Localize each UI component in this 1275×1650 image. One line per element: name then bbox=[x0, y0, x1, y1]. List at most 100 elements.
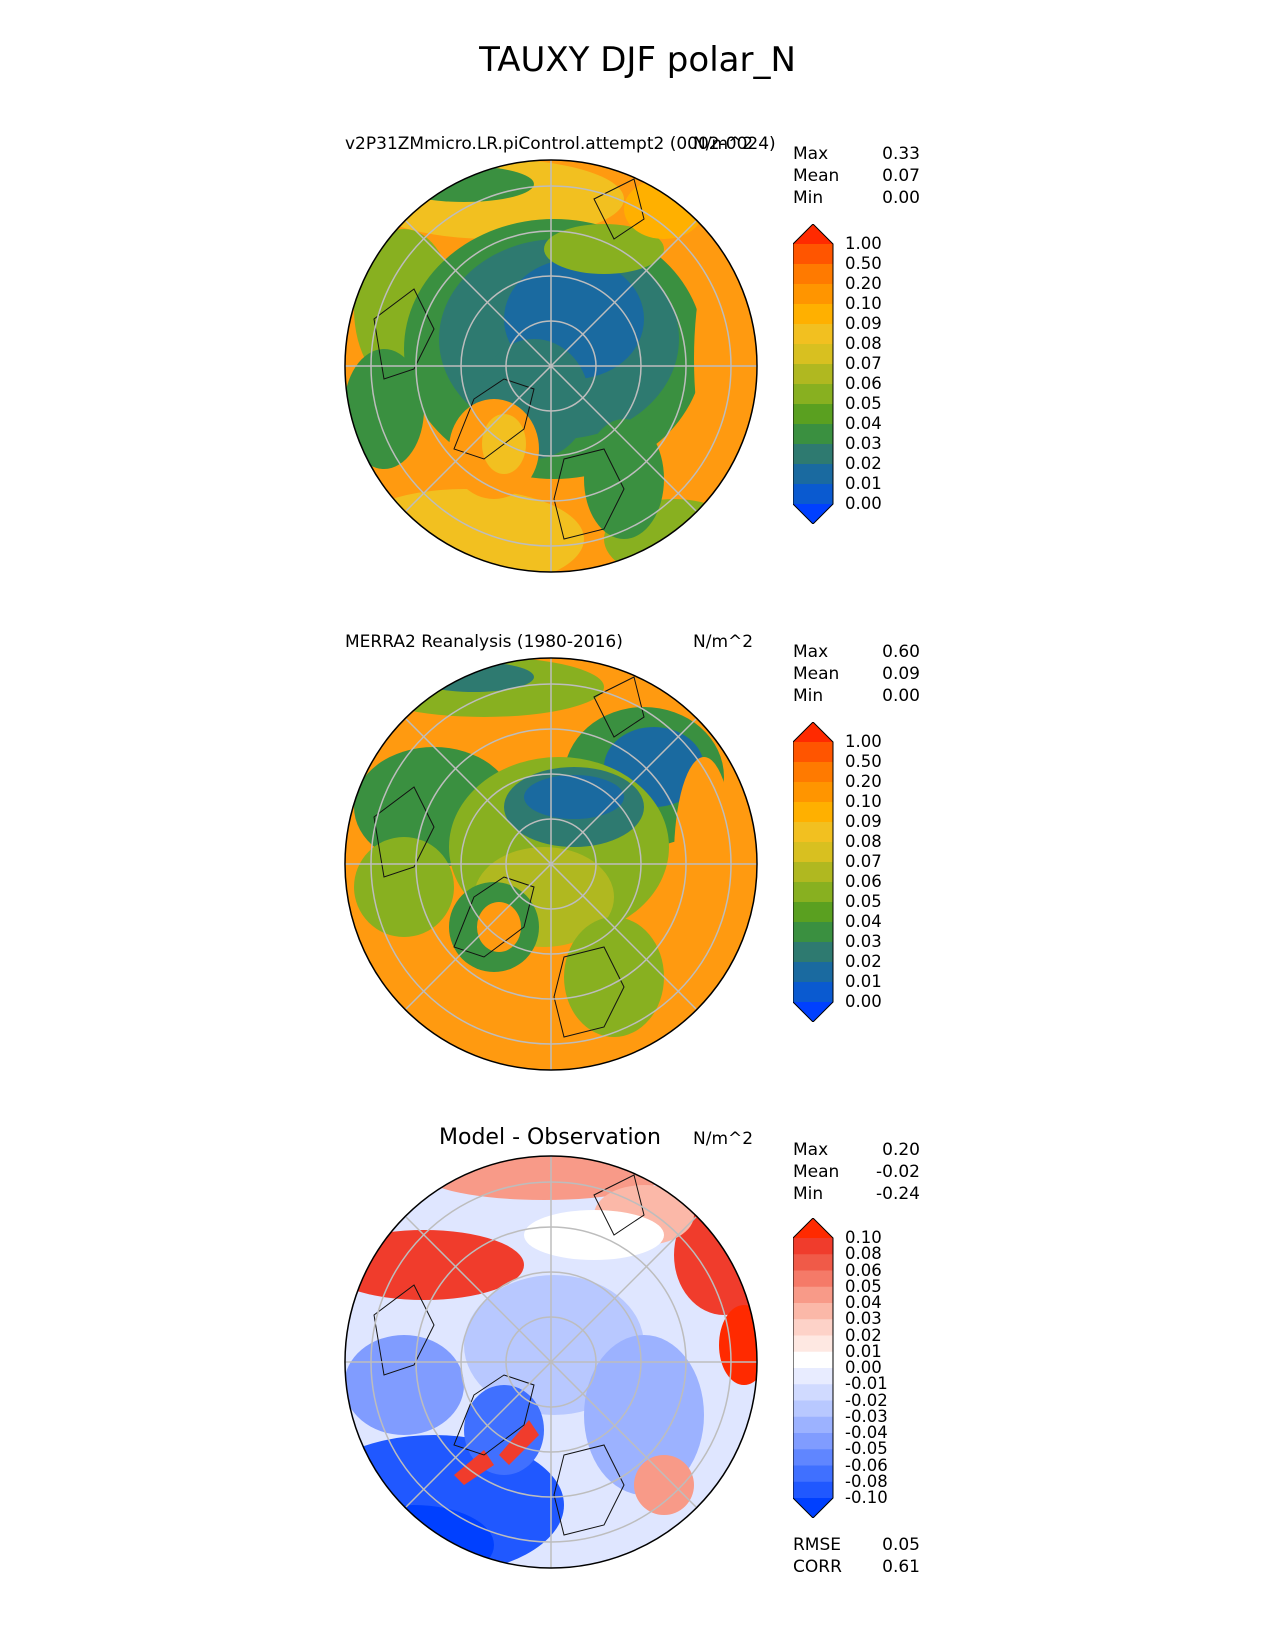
stat-min-value: -0.24 bbox=[876, 1184, 920, 1204]
stat-mean-value: 0.09 bbox=[882, 664, 920, 684]
stat-min-label: Min bbox=[793, 686, 824, 706]
stat-max-value: 0.33 bbox=[882, 144, 920, 164]
colorbar-segment bbox=[793, 1351, 833, 1369]
stat-corr-label: CORR bbox=[793, 1557, 842, 1577]
colorbar-tick-label: 0.50 bbox=[845, 254, 882, 273]
colorbar-tick-label: -0.06 bbox=[845, 1455, 888, 1475]
colorbar-tick-label: 1.00 bbox=[845, 732, 882, 751]
stat-min-value: 0.00 bbox=[882, 686, 920, 706]
colorbar-segment bbox=[793, 742, 833, 763]
colorbar-tick-label: 0.05 bbox=[845, 892, 882, 911]
colorbar-tick-label: 0.01 bbox=[845, 1341, 882, 1361]
colorbar-tick-label: 0.09 bbox=[845, 314, 882, 333]
colorbar-segment bbox=[793, 464, 833, 485]
colorbar-outline bbox=[793, 224, 834, 524]
colorbar-segment bbox=[793, 802, 833, 823]
colorbar-tick-label: 0.05 bbox=[845, 1276, 882, 1296]
colorbar-tick-label: 0.00 bbox=[845, 992, 882, 1011]
colorbar-segment bbox=[793, 782, 833, 803]
colorbar-tick-label: -0.10 bbox=[845, 1488, 888, 1507]
colorbar-tick-label: 0.06 bbox=[845, 872, 882, 891]
panel-observation: MERRA2 Reanalysis (1980-2016) N/m^2 Max … bbox=[0, 0, 1275, 1071]
stat-corr-value: 0.61 bbox=[882, 1557, 920, 1577]
colorbar-segment bbox=[793, 1254, 833, 1272]
colorbar-segment bbox=[793, 284, 833, 305]
colorbar-segment bbox=[793, 444, 833, 465]
colorbar-tick-label: 0.10 bbox=[845, 1228, 882, 1247]
colorbar-outline bbox=[793, 1218, 834, 1518]
stat-min-label: Min bbox=[793, 188, 824, 208]
colorbar-extend-top bbox=[793, 722, 833, 742]
colorbar-tick-label: -0.04 bbox=[845, 1423, 888, 1442]
colorbar-segment bbox=[793, 902, 833, 923]
colorbar-tick-label: 0.02 bbox=[845, 1325, 882, 1345]
colorbar-segment bbox=[793, 1481, 833, 1499]
stat-max-label: Max bbox=[793, 642, 829, 662]
colorbar-segment bbox=[793, 384, 833, 405]
colorbar-tick-label: -0.03 bbox=[845, 1406, 888, 1426]
colorbar bbox=[793, 722, 834, 1022]
colorbar-segment bbox=[793, 364, 833, 385]
colorbar-tick-label: 0.20 bbox=[845, 274, 882, 293]
stat-max-value: 0.60 bbox=[882, 642, 920, 662]
colorbar-tick-label: 0.04 bbox=[845, 414, 882, 433]
colorbar-tick-label: 0.01 bbox=[845, 972, 882, 991]
colorbar-segment bbox=[793, 862, 833, 883]
colorbar-segment bbox=[793, 304, 833, 325]
colorbar-extend-top bbox=[793, 224, 833, 244]
colorbar-segment bbox=[793, 1384, 833, 1402]
stat-mean-value: -0.02 bbox=[876, 1162, 920, 1182]
panel-title: v2P31ZMmicro.LR.piControl.attempt2 (0002… bbox=[345, 134, 776, 154]
colorbar-segment bbox=[793, 942, 833, 963]
colorbar-segment bbox=[793, 264, 833, 285]
colorbar-segment bbox=[793, 1433, 833, 1450]
panel-units: N/m^2 bbox=[693, 134, 754, 154]
polar-map bbox=[344, 1155, 758, 1569]
colorbar-tick-label: 0.00 bbox=[845, 1358, 882, 1377]
colorbar-tick-label: -0.05 bbox=[845, 1439, 888, 1459]
stat-max-label: Max bbox=[793, 1140, 829, 1160]
colorbar-extend-bottom bbox=[793, 1002, 833, 1022]
colorbar-segment bbox=[793, 424, 833, 445]
polar-map bbox=[344, 159, 758, 573]
colorbar-segment bbox=[793, 982, 833, 1003]
panel-difference: Model - Observation N/m^2 Max 0.20 Mean … bbox=[0, 0, 1275, 1577]
colorbar-segment bbox=[793, 882, 833, 903]
colorbar-segment bbox=[793, 842, 833, 863]
colorbar-tick-label: 0.00 bbox=[845, 494, 882, 513]
stat-mean-label: Mean bbox=[793, 1162, 840, 1182]
colorbar-segment bbox=[793, 1270, 833, 1288]
stat-max-label: Max bbox=[793, 144, 829, 164]
figure-title: TAUXY DJF polar_N bbox=[479, 40, 796, 80]
colorbar-segment bbox=[793, 1303, 833, 1320]
colorbar-segment bbox=[793, 762, 833, 783]
panel-units: N/m^2 bbox=[693, 632, 754, 652]
colorbar-tick-label: 0.02 bbox=[845, 952, 882, 971]
colorbar-segment bbox=[793, 1319, 833, 1337]
colorbar-tick-label: -0.08 bbox=[845, 1471, 888, 1491]
colorbar-segment bbox=[793, 1335, 833, 1353]
stat-min-value: 0.00 bbox=[882, 188, 920, 208]
colorbar-tick-label: 0.01 bbox=[845, 474, 882, 493]
colorbar-segment bbox=[793, 1368, 833, 1385]
colorbar-segment bbox=[793, 1465, 833, 1483]
colorbar-segment bbox=[793, 1400, 833, 1418]
colorbar-segment bbox=[793, 1416, 833, 1434]
panel-title: MERRA2 Reanalysis (1980-2016) bbox=[345, 632, 623, 652]
colorbar-tick-label: 0.10 bbox=[845, 792, 882, 811]
colorbar-segment bbox=[793, 484, 833, 505]
polar-map bbox=[344, 657, 758, 1071]
colorbar-tick-label: 0.20 bbox=[845, 772, 882, 791]
panel-title: Model - Observation bbox=[439, 1125, 661, 1150]
colorbar-segment bbox=[793, 324, 833, 345]
colorbar-segment bbox=[793, 922, 833, 943]
colorbar-tick-label: 0.06 bbox=[845, 1260, 882, 1280]
colorbar-tick-label: 0.03 bbox=[845, 932, 882, 951]
colorbar-extend-top bbox=[793, 1218, 833, 1238]
colorbar-tick-label: 0.50 bbox=[845, 752, 882, 771]
colorbar-tick-label: 0.05 bbox=[845, 394, 882, 413]
colorbar-segment bbox=[793, 404, 833, 425]
colorbar-segment bbox=[793, 822, 833, 843]
colorbar-tick-label: 0.04 bbox=[845, 1293, 882, 1312]
stat-mean-label: Mean bbox=[793, 664, 840, 684]
